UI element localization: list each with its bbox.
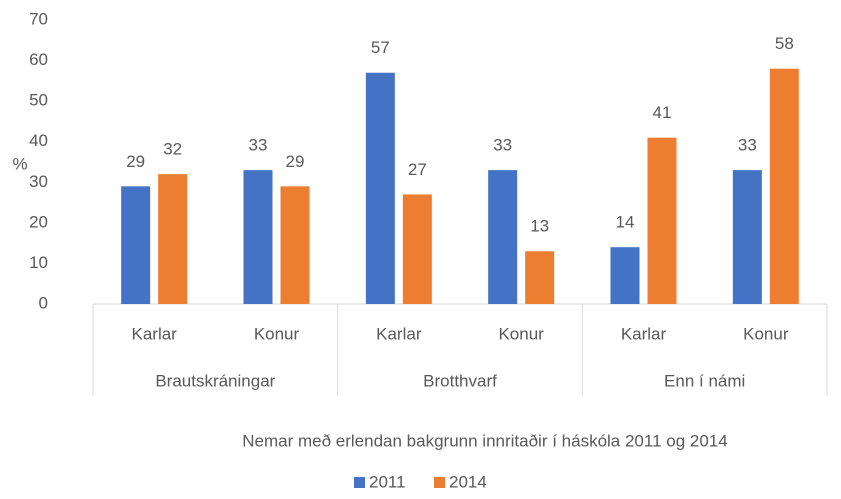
group-label: Brautskráningar bbox=[155, 371, 275, 390]
data-label: 32 bbox=[163, 140, 182, 159]
data-label: 33 bbox=[249, 136, 268, 155]
group-label: Brotthvarf bbox=[423, 371, 497, 390]
data-label: 13 bbox=[530, 217, 549, 236]
bar bbox=[243, 170, 273, 304]
data-label: 29 bbox=[286, 152, 305, 171]
bar bbox=[280, 186, 310, 304]
bar bbox=[158, 174, 188, 304]
y-tick-label: 0 bbox=[39, 293, 48, 312]
data-label: 29 bbox=[126, 152, 145, 171]
legend-swatch bbox=[434, 477, 445, 488]
x-tick-label: Karlar bbox=[621, 324, 667, 343]
y-tick-label: 50 bbox=[29, 91, 48, 110]
group-label: Enn í námi bbox=[664, 371, 745, 390]
bar bbox=[525, 251, 555, 304]
bar bbox=[647, 137, 677, 304]
x-tick-label: Konur bbox=[743, 324, 789, 343]
x-axis-label: Nemar með erlendan bakgrunn innritaðir í… bbox=[242, 431, 727, 450]
y-tick-label: 20 bbox=[29, 212, 48, 231]
data-label: 33 bbox=[493, 136, 512, 155]
x-tick-label: Karlar bbox=[376, 324, 422, 343]
y-tick-label: 40 bbox=[29, 131, 48, 150]
bar bbox=[769, 68, 799, 304]
data-label: 41 bbox=[653, 103, 672, 122]
data-label: 57 bbox=[371, 38, 390, 57]
y-tick-label: 60 bbox=[29, 50, 48, 69]
bar bbox=[365, 72, 395, 304]
bar bbox=[732, 170, 762, 304]
data-label: 27 bbox=[408, 160, 427, 179]
bar bbox=[402, 194, 432, 304]
y-tick-label: 70 bbox=[29, 9, 48, 28]
y-axis-label: % bbox=[12, 154, 27, 173]
bar bbox=[488, 170, 518, 304]
y-tick-label: 30 bbox=[29, 172, 48, 191]
legend-label: 2011 bbox=[369, 472, 406, 491]
data-label: 14 bbox=[616, 213, 635, 232]
data-label: 58 bbox=[775, 34, 794, 53]
y-tick-label: 10 bbox=[29, 253, 48, 272]
legend-label: 2014 bbox=[449, 472, 487, 491]
x-tick-label: Konur bbox=[498, 324, 544, 343]
legend-swatch bbox=[354, 477, 365, 488]
bar bbox=[121, 186, 151, 304]
bar bbox=[610, 247, 640, 304]
data-label: 33 bbox=[738, 136, 757, 155]
x-tick-label: Konur bbox=[254, 324, 300, 343]
x-tick-label: Karlar bbox=[131, 324, 177, 343]
